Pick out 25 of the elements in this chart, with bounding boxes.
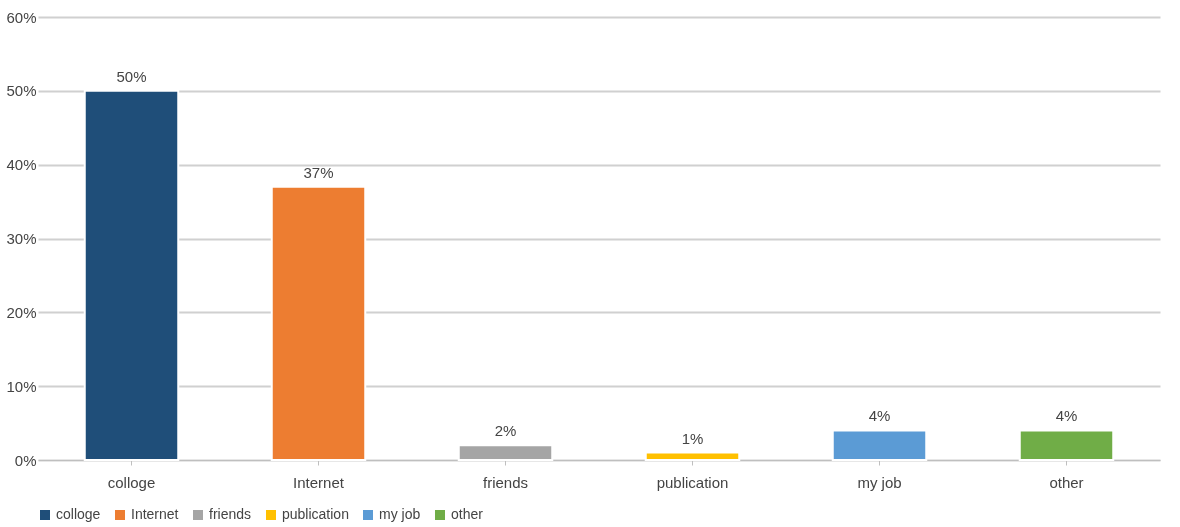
x-tick-label: friends: [482, 473, 529, 491]
data-label: 4%: [1055, 407, 1078, 425]
y-tick-label: 30%: [6, 230, 37, 247]
legend-label: publication: [282, 506, 349, 522]
y-tick-label: 10%: [6, 377, 37, 395]
data-label: 50%: [116, 67, 147, 85]
x-tick-label: my job: [857, 473, 902, 491]
data-label: 1%: [681, 429, 704, 447]
legend-label: my job: [379, 506, 421, 522]
y-tick-label: 0%: [14, 451, 37, 469]
y-tick-label: 50%: [6, 82, 37, 100]
legend-label: colloge: [56, 506, 101, 522]
legend-label: other: [451, 506, 484, 522]
data-label: 4%: [868, 407, 891, 425]
x-tick-label: other: [1049, 473, 1084, 491]
y-tick-label: 20%: [6, 303, 37, 321]
x-tick-label: Internet: [293, 473, 345, 491]
y-tick-label: 40%: [6, 156, 37, 174]
y-tick-label: 60%: [6, 8, 37, 26]
data-label: 37%: [303, 163, 334, 181]
legend-label: Internet: [131, 506, 179, 522]
data-label: 2%: [494, 422, 517, 440]
x-tick-label: colloge: [107, 473, 156, 491]
legend-label: friends: [209, 506, 252, 522]
x-tick-label: publication: [656, 473, 729, 491]
